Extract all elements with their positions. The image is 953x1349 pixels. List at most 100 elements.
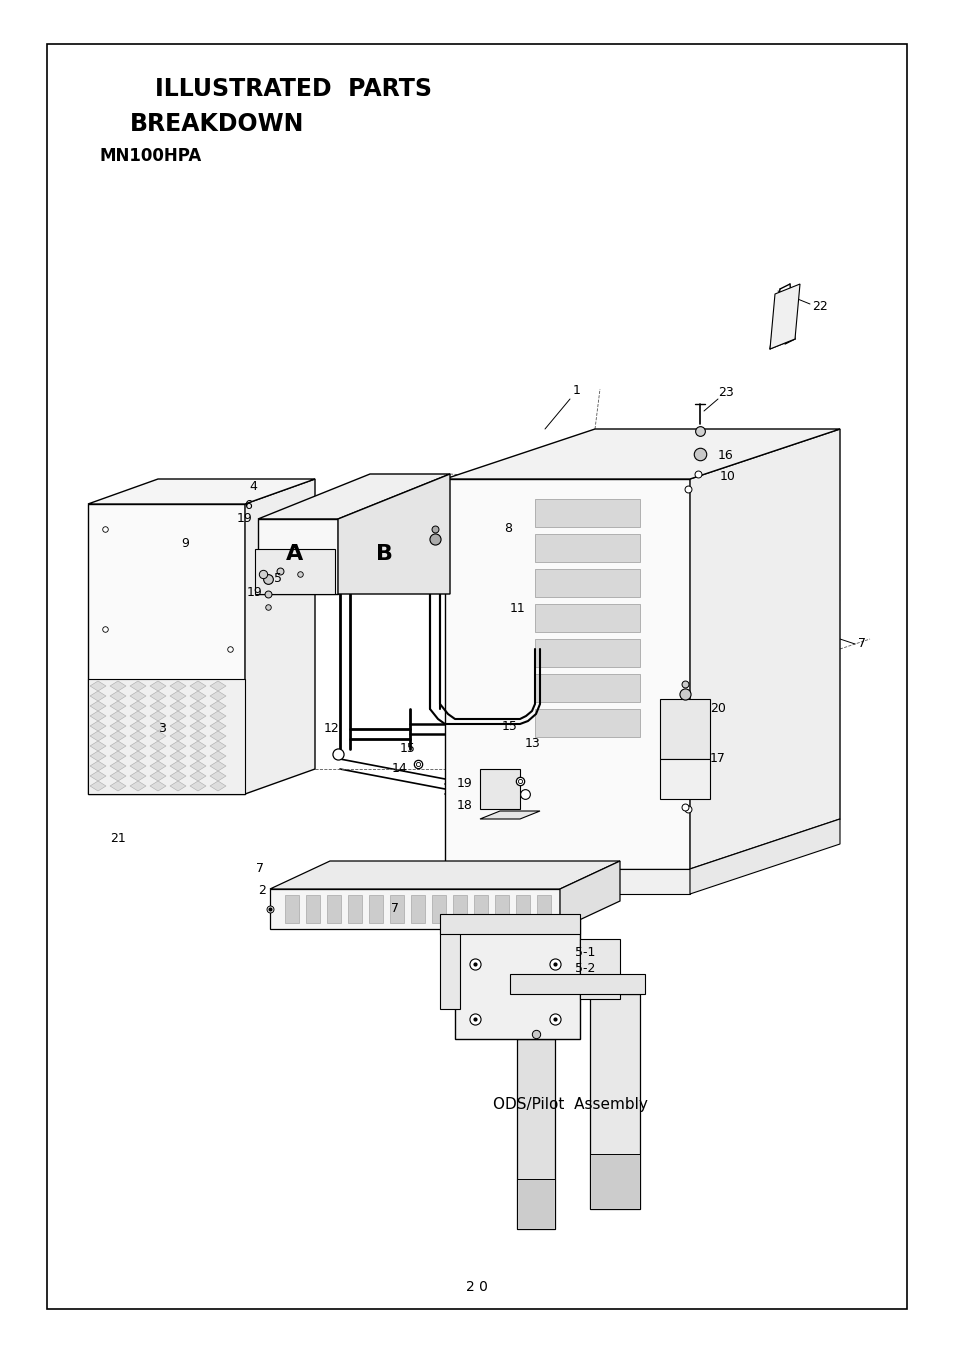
Polygon shape: [190, 711, 206, 720]
Polygon shape: [150, 731, 166, 741]
Polygon shape: [439, 929, 459, 1009]
Polygon shape: [90, 751, 106, 761]
Polygon shape: [535, 569, 639, 598]
Text: 13: 13: [524, 738, 540, 750]
Polygon shape: [257, 519, 337, 594]
Polygon shape: [190, 720, 206, 731]
Polygon shape: [150, 691, 166, 701]
Polygon shape: [170, 720, 186, 731]
Polygon shape: [90, 691, 106, 701]
Polygon shape: [455, 919, 579, 1039]
Polygon shape: [411, 894, 424, 923]
Polygon shape: [257, 473, 450, 519]
Polygon shape: [150, 711, 166, 720]
Text: 5-2: 5-2: [575, 962, 595, 974]
Polygon shape: [689, 819, 840, 894]
Polygon shape: [517, 1039, 555, 1229]
Text: ODS/Pilot  Assembly: ODS/Pilot Assembly: [492, 1097, 647, 1112]
Polygon shape: [110, 772, 126, 781]
Text: 17: 17: [709, 753, 725, 765]
Polygon shape: [110, 701, 126, 711]
Polygon shape: [170, 781, 186, 791]
Polygon shape: [210, 731, 226, 741]
Polygon shape: [190, 731, 206, 741]
Polygon shape: [210, 741, 226, 751]
Polygon shape: [535, 710, 639, 737]
Text: 12: 12: [324, 723, 339, 735]
Polygon shape: [210, 691, 226, 701]
Text: 19: 19: [247, 587, 263, 599]
Polygon shape: [110, 681, 126, 691]
Polygon shape: [150, 772, 166, 781]
Polygon shape: [535, 499, 639, 527]
Polygon shape: [90, 772, 106, 781]
Polygon shape: [190, 701, 206, 711]
Text: 21: 21: [110, 832, 126, 846]
Polygon shape: [210, 761, 226, 772]
Polygon shape: [90, 681, 106, 691]
Text: A: A: [286, 544, 303, 564]
Polygon shape: [245, 479, 314, 795]
Polygon shape: [537, 894, 551, 923]
Polygon shape: [110, 720, 126, 731]
Polygon shape: [516, 894, 530, 923]
Polygon shape: [130, 711, 146, 720]
Polygon shape: [306, 894, 319, 923]
Text: 5-1: 5-1: [575, 947, 595, 959]
Text: 14: 14: [392, 762, 408, 776]
Polygon shape: [659, 699, 709, 759]
Polygon shape: [474, 894, 488, 923]
Polygon shape: [90, 761, 106, 772]
Text: 20: 20: [709, 703, 725, 715]
Text: 3: 3: [158, 723, 166, 735]
Polygon shape: [170, 701, 186, 711]
Text: 7: 7: [391, 902, 398, 916]
Polygon shape: [90, 731, 106, 741]
Polygon shape: [130, 701, 146, 711]
Polygon shape: [170, 761, 186, 772]
Polygon shape: [348, 894, 361, 923]
Polygon shape: [535, 604, 639, 631]
Polygon shape: [130, 691, 146, 701]
Text: 7: 7: [255, 862, 264, 876]
Polygon shape: [535, 674, 639, 701]
Text: 1: 1: [573, 384, 580, 398]
Text: 6: 6: [244, 499, 252, 513]
Polygon shape: [190, 681, 206, 691]
Polygon shape: [110, 691, 126, 701]
Polygon shape: [150, 781, 166, 791]
Polygon shape: [190, 761, 206, 772]
Polygon shape: [579, 939, 619, 1000]
Polygon shape: [88, 505, 245, 795]
Text: 23: 23: [718, 387, 733, 399]
Polygon shape: [150, 701, 166, 711]
Polygon shape: [190, 781, 206, 791]
Polygon shape: [150, 720, 166, 731]
Polygon shape: [659, 759, 709, 799]
Polygon shape: [210, 681, 226, 691]
Polygon shape: [130, 720, 146, 731]
Polygon shape: [90, 781, 106, 791]
Text: 15: 15: [399, 742, 416, 755]
Polygon shape: [190, 772, 206, 781]
Text: MN100HPA: MN100HPA: [100, 147, 202, 165]
Polygon shape: [589, 994, 639, 1209]
Polygon shape: [150, 681, 166, 691]
Polygon shape: [270, 861, 619, 889]
Polygon shape: [517, 1179, 555, 1229]
Polygon shape: [150, 751, 166, 761]
Polygon shape: [535, 534, 639, 563]
Polygon shape: [495, 894, 509, 923]
Polygon shape: [210, 701, 226, 711]
Text: 2 0: 2 0: [466, 1280, 487, 1294]
Polygon shape: [130, 751, 146, 761]
Polygon shape: [170, 711, 186, 720]
Text: 4: 4: [249, 480, 256, 494]
Polygon shape: [535, 639, 639, 666]
Text: 2: 2: [258, 885, 266, 897]
Polygon shape: [210, 772, 226, 781]
Polygon shape: [510, 974, 644, 994]
Polygon shape: [769, 285, 800, 349]
Polygon shape: [190, 751, 206, 761]
Polygon shape: [439, 915, 579, 934]
